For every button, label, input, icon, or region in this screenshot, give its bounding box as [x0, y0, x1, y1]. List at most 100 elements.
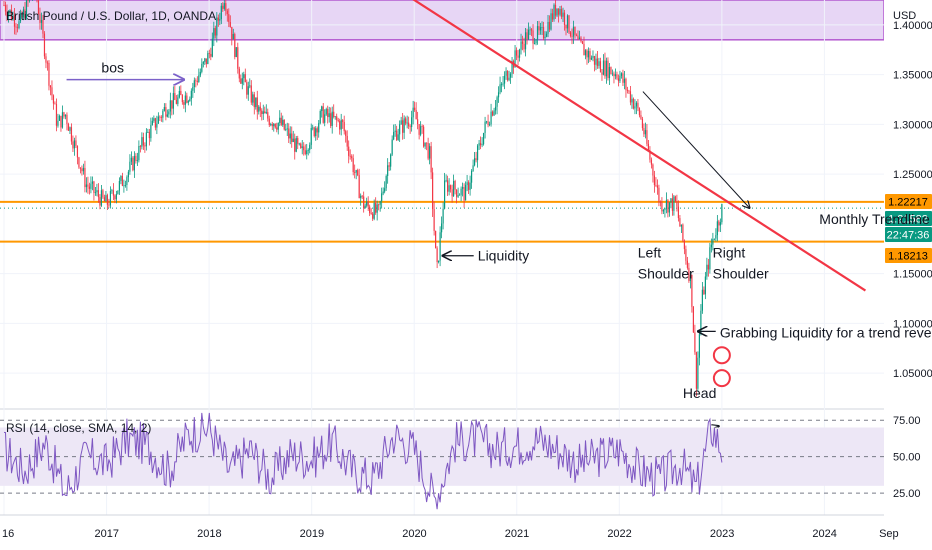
candle-body	[538, 26, 540, 31]
candle-body	[157, 116, 159, 124]
candle-body	[551, 13, 554, 20]
candle-body	[544, 36, 546, 39]
candle-body	[102, 190, 104, 198]
candle-body	[318, 123, 320, 133]
candle-body	[345, 131, 347, 136]
candle-body	[292, 138, 294, 143]
candle-body	[427, 143, 429, 159]
candle-body	[219, 19, 221, 21]
candle-body	[493, 110, 495, 116]
candle-body	[82, 167, 85, 172]
candle-body	[385, 176, 387, 189]
candle-body	[592, 56, 594, 58]
candle-body	[619, 75, 621, 82]
candle-body	[150, 124, 152, 139]
price-badge-label: 1.21582	[888, 214, 928, 226]
candle-body	[205, 58, 207, 65]
candle-body	[286, 128, 288, 130]
candle-body	[358, 175, 360, 199]
time-axis-ticks: 16 2017 2018 2019 2020 2021 2022 2023 2024 Sep	[2, 528, 899, 540]
candle-body	[162, 110, 164, 118]
candle-body	[390, 154, 392, 167]
time-axis[interactable]	[0, 515, 932, 550]
candle-body	[646, 130, 648, 144]
time-tick-label: 2021	[505, 528, 529, 540]
candle-body	[352, 158, 354, 173]
candle-body	[10, 9, 13, 20]
candle-body	[339, 121, 341, 130]
candle-body	[70, 127, 73, 142]
rsi-line	[3, 412, 723, 510]
candle-body	[447, 180, 449, 192]
candle-body	[542, 27, 545, 39]
candle-body	[226, 10, 228, 15]
candle-body	[96, 190, 98, 193]
rsi-tick-label: 50.00	[893, 452, 921, 464]
candle-body	[643, 128, 645, 135]
candle-body	[153, 118, 155, 121]
candle-body	[602, 60, 605, 75]
candle-body	[3, 4, 5, 6]
candle-body	[264, 111, 266, 114]
chart-title: British Pound / U.S. Dollar, 1D, OANDA	[6, 9, 216, 23]
chart-annotation: Left	[638, 245, 661, 261]
chart-annotation: Monthly Trendline	[819, 211, 930, 227]
candle-body	[557, 8, 560, 15]
price-pane[interactable]	[0, 0, 884, 408]
candle-body	[315, 128, 317, 137]
candle-body	[450, 185, 452, 190]
candle-body	[620, 73, 623, 76]
price-tick-label: 1.10000	[893, 318, 932, 330]
candle-body	[595, 58, 597, 65]
candle-body	[659, 201, 662, 203]
candle-body	[533, 43, 536, 44]
candle-body	[127, 171, 129, 178]
candle-body	[147, 131, 149, 133]
candle-body	[700, 310, 702, 335]
candle-body	[309, 144, 311, 150]
candle-body	[433, 209, 435, 231]
candle-body	[15, 26, 17, 28]
candle-body	[695, 352, 697, 389]
rsi-layer	[0, 412, 884, 510]
candle-body	[494, 106, 497, 111]
candle-body	[171, 100, 173, 109]
candle-body	[198, 75, 200, 82]
candle-body	[402, 120, 404, 133]
candle-body	[655, 185, 657, 186]
candle-body	[497, 92, 500, 98]
candle-body	[25, 0, 28, 18]
candle-body	[680, 224, 683, 227]
candle-body	[9, 9, 11, 13]
candle-body	[294, 138, 296, 152]
candle-body	[685, 249, 687, 261]
candle-body	[577, 35, 579, 40]
candle-body	[475, 158, 477, 161]
candle-body	[412, 107, 414, 118]
candle-body	[132, 157, 134, 171]
candle-body	[548, 21, 551, 30]
candle-body	[667, 200, 669, 213]
price-badge	[885, 194, 932, 209]
candle-body	[476, 145, 479, 161]
candle-body	[223, 3, 225, 9]
candle-body	[691, 274, 693, 307]
candle-body	[713, 238, 715, 240]
candle-body	[370, 213, 372, 214]
candle-body	[334, 116, 336, 118]
candle-body	[387, 165, 389, 177]
price-badge-label: 1.18213	[888, 251, 928, 263]
candle-body	[238, 68, 240, 79]
candle-body	[397, 134, 399, 140]
candle-body	[587, 50, 590, 58]
candle-body	[604, 60, 606, 77]
candle-body	[357, 170, 359, 176]
candle-body	[556, 8, 558, 16]
candle-body	[18, 21, 20, 28]
candle-body	[384, 188, 386, 192]
candle-body	[453, 181, 455, 197]
price-badge	[885, 248, 932, 263]
candle-body	[87, 184, 89, 187]
candle-body	[28, 0, 31, 1]
